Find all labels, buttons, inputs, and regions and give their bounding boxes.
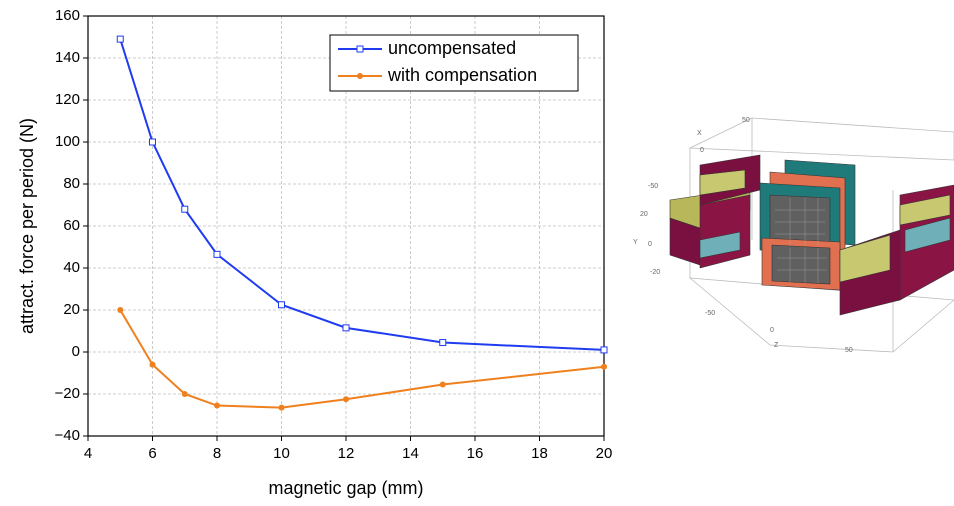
x-tick-label: 12: [338, 445, 355, 462]
y-tick-label: −40: [55, 427, 80, 444]
marker: [343, 325, 349, 331]
marker: [150, 139, 156, 145]
marker: [601, 347, 607, 353]
illustration-label: 50: [845, 347, 853, 354]
y-tick-label: 20: [63, 301, 80, 318]
marker: [601, 364, 607, 370]
x-tick-label: 10: [273, 445, 290, 462]
x-axis-title: magnetic gap (mm): [268, 478, 423, 498]
x-tick-label: 8: [213, 445, 221, 462]
y-axis-title: attract. force per period (N): [17, 118, 37, 334]
y-tick-label: 60: [63, 217, 80, 234]
marker: [440, 382, 446, 388]
marker: [214, 251, 220, 257]
x-tick-label: 4: [84, 445, 92, 462]
magnet-illustration: X 50 0 -50 20 Y 0 -20 -50 0 Z 50: [633, 117, 954, 354]
legend-label: uncompensated: [388, 38, 516, 58]
y-tick-label: 160: [55, 7, 80, 24]
illustration-label: -20: [650, 269, 660, 276]
x-tick-label: 16: [467, 445, 484, 462]
marker: [214, 403, 220, 409]
illustration-label: 0: [770, 327, 774, 334]
y-tick-label: 40: [63, 259, 80, 276]
y-tick-label: 80: [63, 175, 80, 192]
illustration-label: -50: [648, 183, 658, 190]
series-line: [120, 310, 604, 408]
marker: [150, 362, 156, 368]
illustration-label: -50: [705, 310, 715, 317]
y-tick-label: 100: [55, 133, 80, 150]
marker: [117, 36, 123, 42]
marker: [182, 391, 188, 397]
illustration-label: 0: [648, 241, 652, 248]
y-tick-label: 120: [55, 91, 80, 108]
x-tick-label: 20: [596, 445, 613, 462]
marker: [182, 206, 188, 212]
legend-label: with compensation: [387, 65, 537, 85]
illustration-label: 0: [700, 147, 704, 154]
x-tick-label: 14: [402, 445, 419, 462]
y-tick-label: 140: [55, 49, 80, 66]
illustration-label: Z: [774, 342, 779, 349]
y-tick-label: −20: [55, 385, 80, 402]
illustration-label: 50: [742, 117, 750, 124]
figure: magnetic gap (mm) attract. force per per…: [0, 0, 954, 501]
marker: [279, 302, 285, 308]
x-tick-label: 6: [148, 445, 156, 462]
marker: [279, 405, 285, 411]
illustration-label: X: [697, 130, 702, 137]
marker: [117, 307, 123, 313]
x-tick-label: 18: [531, 445, 548, 462]
illustration-label: 20: [640, 211, 648, 218]
legend-marker: [357, 73, 363, 79]
y-tick-label: 0: [72, 343, 80, 360]
marker: [343, 396, 349, 402]
legend-marker: [357, 46, 363, 52]
illustration-label: Y: [633, 239, 638, 246]
marker: [440, 340, 446, 346]
